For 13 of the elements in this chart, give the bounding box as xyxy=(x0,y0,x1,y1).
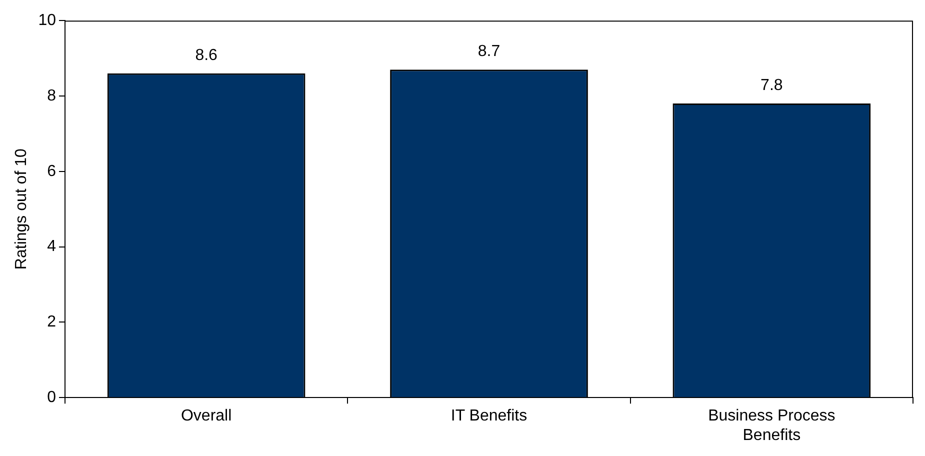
y-tick-label: 0 xyxy=(47,389,56,406)
data-label: 8.7 xyxy=(478,43,500,60)
y-tick-label: 10 xyxy=(38,12,56,30)
y-tick-label: 2 xyxy=(47,314,56,331)
x-tick-label: IT Benefits xyxy=(450,408,528,425)
x-tick-label: Overall xyxy=(180,408,232,425)
x-tick-label: Business Process Benefits xyxy=(708,408,836,444)
y-tick-label: 8 xyxy=(47,87,56,104)
y-axis-title: Ratings out of 10 xyxy=(13,148,30,270)
y-tick-label: 4 xyxy=(47,238,56,256)
data-label: 8.6 xyxy=(195,46,218,64)
y-tick-label: 6 xyxy=(47,162,56,180)
data-label: 7.8 xyxy=(760,76,783,94)
